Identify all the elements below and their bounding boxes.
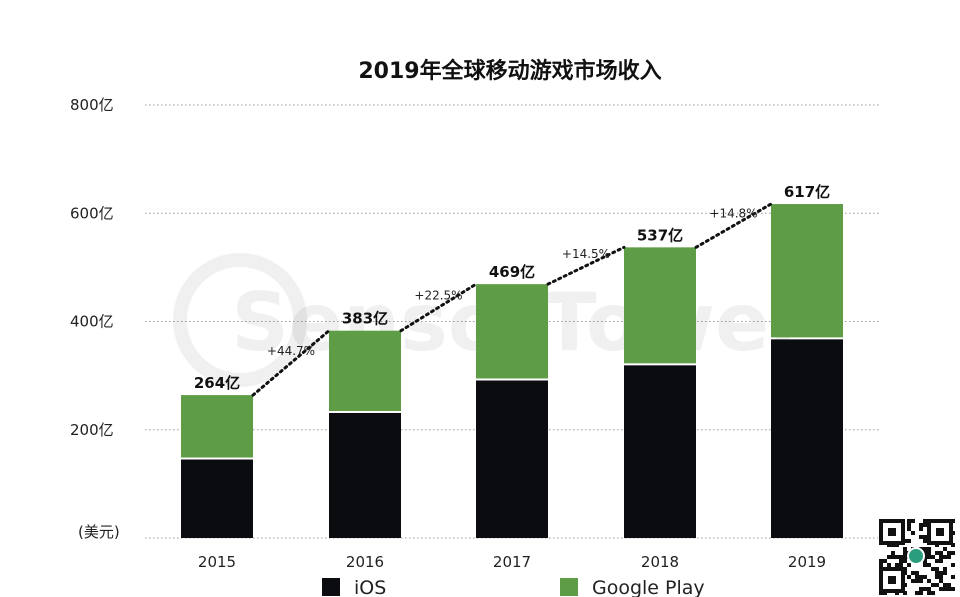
y-tick-label: 400亿: [70, 313, 114, 331]
total-label: 264亿: [194, 374, 240, 392]
bar-ios-2019: [771, 339, 843, 538]
bar-google-play-2015: [181, 395, 253, 458]
x-tick-label: 2015: [198, 553, 236, 571]
growth-line: [694, 202, 773, 249]
total-label: 383亿: [342, 310, 388, 328]
x-tick-label: 2016: [346, 553, 384, 571]
bar-ios-2018: [624, 365, 696, 538]
x-tick-label: 2018: [641, 553, 679, 571]
bar-ios-2015: [181, 459, 253, 538]
growth-label: +14.5%: [562, 247, 610, 261]
bar-google-play-2017: [476, 284, 548, 379]
bar-google-play-2019: [771, 204, 843, 338]
y-tick-label: 200亿: [70, 421, 114, 439]
qr-code-icon: [878, 518, 955, 595]
growth-label: +22.5%: [414, 288, 462, 302]
y-tick-label: 800亿: [70, 96, 114, 114]
bar-ios-2016: [329, 412, 401, 538]
total-label: 537亿: [637, 226, 683, 244]
bar-ios-2017: [476, 380, 548, 538]
growth-line: [399, 282, 478, 333]
bar-google-play-2016: [329, 330, 401, 411]
legend-swatch: [560, 578, 578, 596]
growth-line: [251, 329, 331, 397]
y-tick-label: 600亿: [70, 204, 114, 222]
watermark-logo: [173, 253, 307, 387]
legend-label: Google Play: [592, 577, 705, 597]
legend-label: iOS: [354, 577, 386, 597]
growth-line: [546, 245, 626, 286]
x-tick-label: 2017: [493, 553, 531, 571]
total-label: 469亿: [489, 263, 535, 281]
growth-label: +14.8%: [709, 207, 757, 221]
chart-title: 2019年全球移动游戏市场收入: [358, 58, 661, 84]
legend-swatch: [322, 578, 340, 596]
growth-label: +44.7%: [267, 344, 315, 358]
y-axis-unit: (美元): [78, 523, 120, 541]
bar-google-play-2018: [624, 247, 696, 364]
x-tick-label: 2019: [788, 553, 826, 571]
total-label: 617亿: [784, 183, 830, 201]
